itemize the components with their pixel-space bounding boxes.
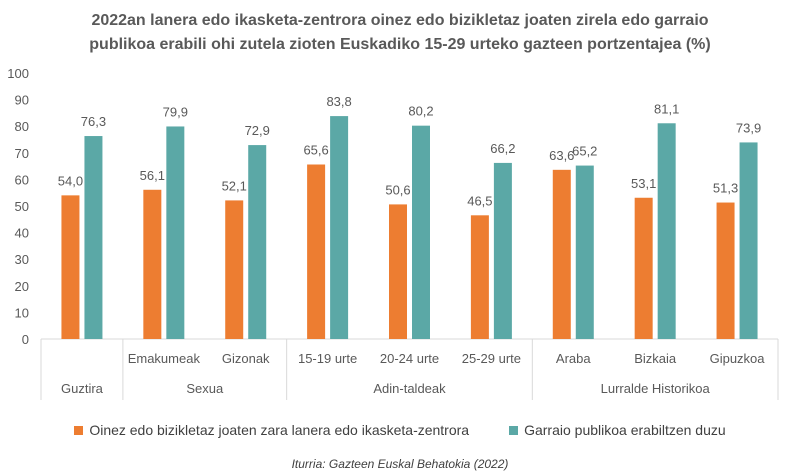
- data-label: 53,1: [631, 176, 656, 191]
- data-label: 81,1: [654, 101, 679, 116]
- bar: [61, 195, 80, 339]
- data-label: 79,9: [163, 104, 188, 119]
- legend-label: Oinez edo bizikletaz joaten zara lanera …: [89, 422, 470, 438]
- y-tick-label: 70: [15, 146, 29, 161]
- chart-title-line-2: publikoa erabili ohi zutela zioten Euska…: [89, 36, 711, 53]
- category-label: Araba: [556, 351, 591, 366]
- bar: [470, 215, 489, 339]
- data-label: 65,2: [572, 144, 597, 159]
- category-label: Bizkaia: [634, 351, 677, 366]
- legend-label: Garraio publikoa erabiltzen duzu: [524, 422, 726, 438]
- y-tick-label: 40: [15, 226, 29, 241]
- bar: [307, 164, 326, 339]
- legend: Oinez edo bizikletaz joaten zara lanera …: [0, 422, 800, 438]
- bar: [412, 125, 430, 339]
- bar: [143, 189, 162, 339]
- data-label: 63,6: [549, 148, 574, 163]
- bar: [657, 123, 676, 339]
- bar: [166, 126, 185, 339]
- category-label: 25-29 urte: [462, 351, 521, 366]
- data-label: 83,8: [326, 94, 351, 109]
- data-label: 54,0: [58, 173, 83, 188]
- legend-swatch: [74, 425, 84, 435]
- bar: [330, 116, 349, 339]
- legend-item-public-transport: Garraio publikoa erabiltzen duzu: [509, 422, 726, 438]
- data-label: 56,1: [140, 168, 165, 183]
- data-label: 51,3: [713, 181, 738, 196]
- y-tick-label: 0: [22, 332, 29, 347]
- bar: [493, 162, 512, 339]
- category-label: Gipuzkoa: [710, 351, 766, 366]
- bar: [716, 202, 735, 339]
- y-tick-label: 50: [15, 199, 29, 214]
- data-label: 80,2: [408, 104, 433, 119]
- bar: [225, 200, 244, 339]
- category-label: 15-19 urte: [298, 351, 357, 366]
- group-label: Lurralde Historikoa: [601, 381, 711, 396]
- data-label: 50,6: [385, 182, 410, 197]
- source-note: Iturria: Gazteen Euskal Behatokia (2022): [291, 457, 509, 471]
- y-tick-label: 80: [15, 119, 29, 134]
- y-tick-label: 90: [15, 93, 29, 108]
- y-tick-label: 30: [15, 252, 29, 267]
- y-tick-label: 60: [15, 172, 29, 187]
- bar: [739, 142, 758, 339]
- y-tick-label: 10: [15, 305, 29, 320]
- bar: [634, 197, 653, 339]
- bar: [248, 145, 267, 339]
- group-label: Sexua: [186, 381, 224, 396]
- legend-swatch: [509, 425, 519, 435]
- bar: [389, 204, 407, 339]
- category-label: Emakumeak: [128, 351, 201, 366]
- group-label: Adin-taldeak: [373, 381, 446, 396]
- bar: [552, 169, 571, 339]
- group-label: Guztira: [61, 381, 104, 396]
- category-label: 20-24 urte: [380, 351, 439, 366]
- bar: [84, 136, 103, 339]
- data-label: 46,5: [467, 193, 492, 208]
- chart-title-line-1: 2022an lanera edo ikasketa-zentrora oine…: [91, 12, 709, 29]
- data-label: 52,1: [222, 178, 247, 193]
- data-label: 72,9: [245, 123, 270, 138]
- bar: [575, 165, 594, 339]
- y-tick-label: 100: [7, 66, 29, 81]
- category-label: Gizonak: [222, 351, 270, 366]
- data-label: 65,6: [303, 143, 328, 158]
- y-tick-label: 20: [15, 279, 29, 294]
- legend-item-walk-bike: Oinez edo bizikletaz joaten zara lanera …: [74, 422, 469, 438]
- data-label: 66,2: [490, 141, 515, 156]
- data-label: 73,9: [736, 120, 761, 135]
- data-label: 76,3: [81, 114, 106, 129]
